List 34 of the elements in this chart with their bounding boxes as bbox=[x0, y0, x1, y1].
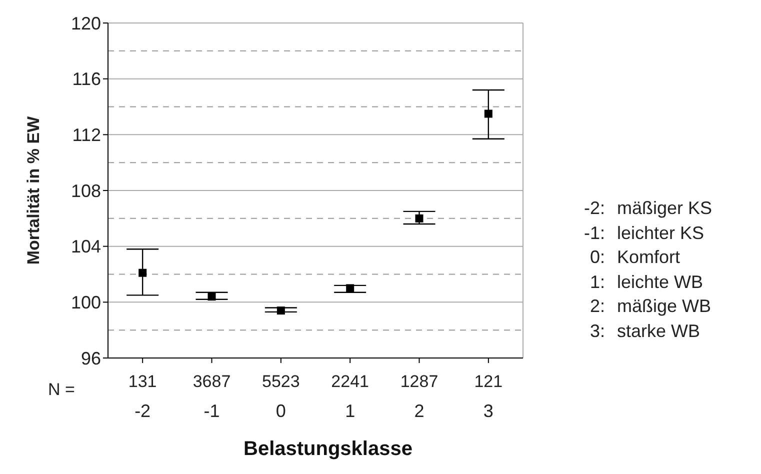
x-tick-label: 1 bbox=[345, 401, 356, 421]
text: 131 bbox=[128, 372, 157, 391]
text: 2241 bbox=[331, 372, 369, 391]
x-tick-label: -1 bbox=[204, 401, 220, 421]
point bbox=[346, 284, 354, 292]
text: -1: leichter KS bbox=[582, 222, 704, 244]
text: 3: starke WB bbox=[588, 320, 700, 342]
point bbox=[484, 110, 492, 118]
text: 121 bbox=[474, 372, 503, 391]
point bbox=[276, 306, 285, 315]
text: 2: mäßige WB bbox=[588, 295, 712, 318]
x-tick-label: 0 bbox=[276, 401, 286, 421]
point bbox=[415, 214, 424, 222]
y-tick-label: 116 bbox=[72, 69, 101, 90]
y-tick-label: 96 bbox=[80, 348, 101, 368]
x-axis-title: Belastungsklasse bbox=[242, 438, 414, 461]
y-tick-label: 108 bbox=[70, 180, 101, 201]
x-tick-label: 2 bbox=[414, 401, 424, 421]
text: 1: leichte WB bbox=[588, 270, 704, 294]
text: N = bbox=[48, 380, 75, 400]
point bbox=[208, 292, 216, 301]
text: 0: Komfort bbox=[588, 246, 680, 269]
text: 3687 bbox=[192, 372, 231, 391]
text: 5523 bbox=[262, 372, 300, 391]
y-tick-label: 100 bbox=[70, 292, 101, 313]
y-tick-label: 104 bbox=[70, 236, 101, 257]
x-tick-label: 3 bbox=[483, 401, 494, 421]
text: 1287 bbox=[400, 372, 438, 391]
y-axis-title: Mortalität in % EW bbox=[24, 115, 44, 265]
x-tick-label: -2 bbox=[134, 401, 151, 421]
point bbox=[138, 268, 147, 277]
y-tick-label: 112 bbox=[72, 125, 101, 146]
text: -2: mäßiger KS bbox=[582, 197, 712, 220]
y-tick-label: 120 bbox=[70, 13, 101, 34]
